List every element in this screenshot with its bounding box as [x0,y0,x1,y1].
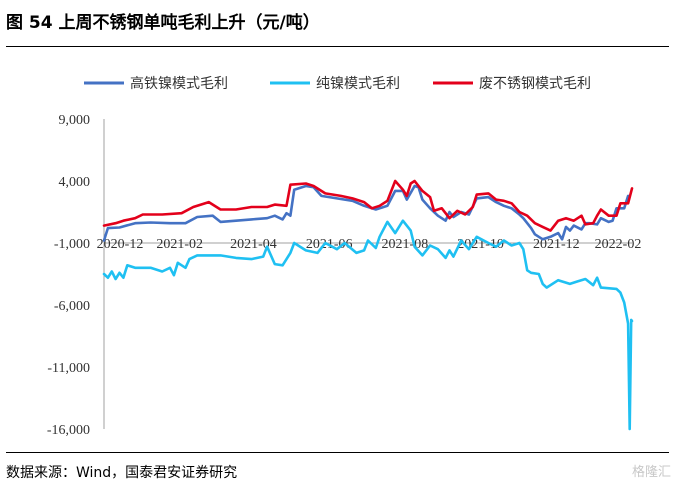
series-line-1 [102,184,630,242]
series-line-3 [102,179,634,232]
y-tick-label: 4,000 [59,175,91,190]
source-note: 数据来源：Wind，国泰君安证券研究 [6,465,238,481]
y-tick-label: -1,000 [54,237,90,252]
legend-label: 废不锈钢模式毛利 [479,76,591,92]
x-tick-label: 2022-02 [595,237,642,252]
line-chart: 高铁镍模式毛利 纯镍模式毛利 废不锈钢模式毛利 9,000 4,000 -1,000 -6… [47,75,642,438]
legend-label: 高铁镍模式毛利 [130,75,228,92]
y-tick-label: 9,000 [59,113,91,128]
x-axis-ticks: 2020-12 2021-02 2021-04 2021-06 2021-08 2021-… [97,237,642,252]
y-tick-label: -6,000 [54,299,90,314]
series-lines [102,179,634,431]
y-tick-label: -16,000 [47,423,90,438]
series-line-2 [102,219,634,431]
chart-title: 图 54 上周不锈钢单吨毛利上升（元/吨） [6,13,320,33]
watermark-logo: 格隆汇 [631,465,671,480]
legend-label: 纯镍模式毛利 [316,76,400,92]
title-divider [6,46,669,47]
x-tick-label: 2021-02 [156,237,203,252]
x-tick-label: 2021-12 [533,237,580,252]
footer-divider [6,452,669,453]
x-tick-label: 2020-12 [97,237,144,252]
y-tick-label: -11,000 [47,361,90,376]
chart-legend: 高铁镍模式毛利 纯镍模式毛利 废不锈钢模式毛利 [84,75,591,92]
x-tick-label: 2021-08 [382,237,429,252]
y-axis-ticks: 9,000 4,000 -1,000 -6,000 -11,000 -16,000 [47,113,90,438]
